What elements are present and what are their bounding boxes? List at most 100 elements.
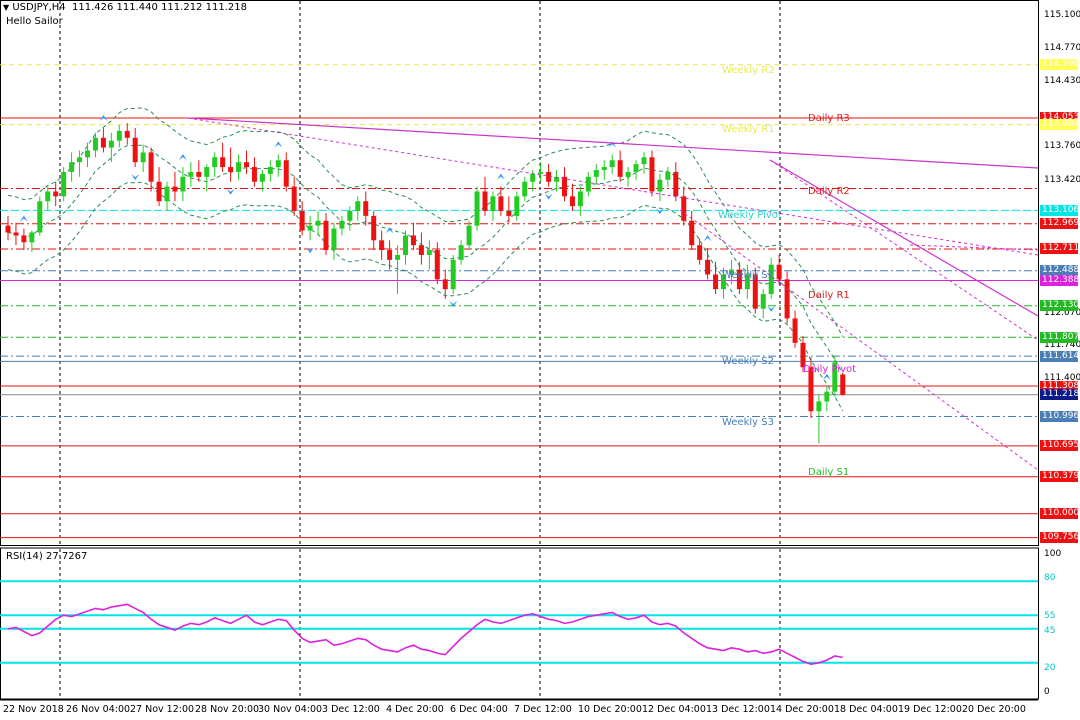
fractal-arrow-icon <box>131 174 140 181</box>
candle-body <box>124 130 130 138</box>
daily-r1-label: Daily R1 <box>808 290 850 301</box>
price-level-tag: 114.598 <box>1040 59 1080 71</box>
price-axis-label: 113.760 <box>1044 141 1080 151</box>
envelope-upper <box>7 107 844 337</box>
candle-body <box>705 259 711 275</box>
price-level-tag: 110.379 <box>1040 471 1080 483</box>
fractal-arrow-icon <box>608 141 617 148</box>
candle-body <box>291 186 297 212</box>
candle-body <box>768 264 774 295</box>
time-axis-label: 22 Nov 2018 <box>3 704 64 715</box>
candle-body <box>776 264 782 280</box>
candle-body <box>554 176 560 182</box>
candle-body <box>840 374 846 395</box>
rsi-header: RSI(14) 27.7267 <box>6 551 88 562</box>
candle-body <box>283 160 289 187</box>
candle-body <box>593 169 599 177</box>
candle-body <box>299 211 305 231</box>
candle-body <box>347 211 353 221</box>
price-level-tag: 111.218 <box>1040 389 1080 401</box>
envelope-lower <box>7 181 844 412</box>
daily-pivot-label: Daily Pivot <box>803 364 857 375</box>
candle-body <box>418 245 424 255</box>
time-axis-label: 20 Dec 20:00 <box>962 704 1026 715</box>
candle-body <box>29 232 35 243</box>
rsi-pane-frame <box>0 547 1039 700</box>
price-level-tag: 110.996 <box>1040 410 1080 422</box>
fractal-arrow-icon <box>99 115 108 122</box>
time-axis-label: 7 Dec 12:00 <box>514 704 572 715</box>
price-axis-label: 115.100 <box>1044 10 1080 20</box>
candle-body <box>13 232 19 236</box>
time-axis-label: 19 Dec 12:00 <box>898 704 962 715</box>
candle-body <box>323 220 329 251</box>
price-level-tag: 112.488 <box>1040 265 1080 277</box>
price-axis-label: 111.400 <box>1044 373 1080 383</box>
candle-body <box>522 181 528 197</box>
time-axis-label: 12 Dec 04:00 <box>642 704 706 715</box>
candle-body <box>371 215 377 241</box>
price-level-tag: 110.000 <box>1040 508 1080 520</box>
candle-body <box>244 162 249 168</box>
fractal-arrow-icon <box>385 227 394 234</box>
candle-body <box>188 171 194 177</box>
candle-body <box>220 157 226 168</box>
price-level-tag: 110.695 <box>1040 440 1080 452</box>
candle-body <box>800 342 806 368</box>
trendline-dashed <box>679 209 1039 471</box>
candle-body <box>681 196 687 221</box>
time-axis-label: 28 Nov 20:00 <box>195 704 260 715</box>
candle-body <box>673 171 679 197</box>
candle-body <box>506 211 512 216</box>
price-axis-label: 111.740 <box>1044 340 1080 350</box>
candle-body <box>442 279 448 290</box>
candle-body <box>53 191 59 197</box>
envelope-middle <box>7 144 844 374</box>
candle-body <box>196 171 202 177</box>
fractal-arrow-icon <box>703 235 712 242</box>
weekly-r1-label: Weekly R1 <box>722 124 775 135</box>
candle-body <box>657 179 663 192</box>
trendline-dashed <box>187 117 1039 256</box>
candle-body <box>697 245 703 260</box>
candle-body <box>736 269 742 290</box>
trendline <box>187 117 1039 169</box>
fractal-arrow-icon <box>226 188 235 195</box>
collapse-triangle-icon[interactable]: ▼ <box>3 3 10 12</box>
rsi-level-label: 80 <box>1044 573 1056 583</box>
candle-body <box>609 160 615 168</box>
candle-body <box>458 245 464 260</box>
fractal-arrow-icon <box>544 193 553 200</box>
candle-body <box>514 196 520 216</box>
price-axis-label: 112.070 <box>1044 308 1080 318</box>
fractal-arrow-icon <box>496 173 505 180</box>
fractal-arrow-icon <box>655 208 664 215</box>
candle-body <box>5 225 11 233</box>
price-level-tag: 111.308 <box>1040 380 1080 392</box>
candle-body <box>641 157 647 165</box>
price-axis-label: 114.770 <box>1044 43 1080 53</box>
candle-body <box>546 171 552 182</box>
candle-body <box>649 157 655 192</box>
candle-body <box>204 167 210 177</box>
candle-body <box>490 196 496 212</box>
candle-body <box>212 157 218 168</box>
candle-body <box>744 274 750 290</box>
weekly-s3-label: Weekly S3 <box>722 417 774 428</box>
candle-body <box>792 318 798 343</box>
price-pane-frame <box>0 0 1039 546</box>
price-level-tag: 113.106 <box>1040 204 1080 216</box>
candle-body <box>275 160 281 168</box>
candle-body <box>562 176 567 197</box>
weekly-s2-label: Weekly S2 <box>722 356 774 367</box>
fractal-arrow-icon <box>822 373 831 380</box>
candle-body <box>77 157 83 163</box>
price-level-tag: 111.614 <box>1040 350 1080 362</box>
time-axis-label: 30 Nov 04:00 <box>258 704 323 715</box>
time-axis-label: 14 Dec 20:00 <box>770 704 834 715</box>
rsi-level-label: 20 <box>1044 663 1056 673</box>
price-level-tag: 112.711 <box>1040 243 1080 255</box>
candle-body <box>450 259 456 290</box>
fractal-arrow-icon <box>449 301 458 308</box>
